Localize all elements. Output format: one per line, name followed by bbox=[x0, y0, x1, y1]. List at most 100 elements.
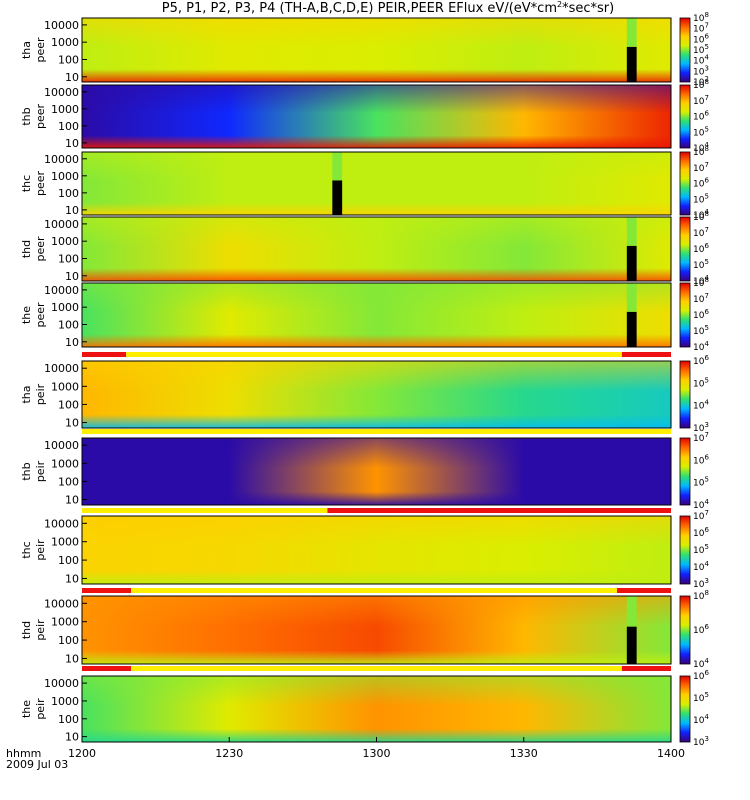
y-tick-label: 1000 bbox=[51, 36, 79, 49]
y-tick-label: 10000 bbox=[44, 597, 79, 610]
y-tick-label: 1000 bbox=[51, 103, 79, 116]
panel-label: thc bbox=[20, 175, 33, 192]
colorbar bbox=[679, 216, 691, 282]
colorbar-label: 106 bbox=[693, 623, 709, 636]
y-tick-label: 1000 bbox=[51, 695, 79, 708]
panel-label: thd bbox=[20, 621, 33, 639]
panel-thc-peir: 10 100 1000 10000 thc peir 103 104 105 106 107 bbox=[20, 509, 709, 590]
colorbar-label: 105 bbox=[693, 258, 709, 271]
energy-shading bbox=[82, 438, 671, 505]
y-tick-label: 100 bbox=[58, 252, 79, 265]
flag-segment bbox=[327, 508, 671, 513]
panel-frame bbox=[81, 595, 672, 665]
y-tick-label: 10 bbox=[65, 572, 79, 585]
colorbar-label: 104 bbox=[693, 274, 709, 287]
colorbar-label: 104 bbox=[693, 399, 709, 412]
data-gap bbox=[626, 626, 637, 664]
y-tick-label: 100 bbox=[58, 554, 79, 567]
colorbar bbox=[679, 282, 691, 348]
colorbar-label: 104 bbox=[693, 340, 709, 353]
panel-frame bbox=[81, 360, 672, 429]
energy-shading bbox=[82, 283, 671, 347]
panel-thb-peer: 10 100 1000 10000 thb peer 104 105 106 107 108 bbox=[20, 78, 709, 154]
panel-label: thb bbox=[20, 462, 33, 480]
data-gap-cap bbox=[332, 152, 343, 181]
flag-bar-thd-peir bbox=[82, 588, 671, 593]
y-tick-label: 1000 bbox=[51, 301, 79, 314]
panel-tha-peir: 10 100 1000 10000 tha peir 103 104 105 106 bbox=[20, 354, 709, 434]
data-gap bbox=[626, 245, 637, 281]
y-tick-label: 1000 bbox=[51, 457, 79, 470]
y-tick-label: 10 bbox=[65, 336, 79, 349]
colorbar-label: 106 bbox=[693, 110, 709, 123]
colorbar-label: 108 bbox=[693, 276, 709, 289]
panel-frame bbox=[81, 437, 672, 506]
y-tick-label: 10000 bbox=[44, 439, 79, 452]
panel-label: tha bbox=[20, 41, 33, 59]
panel-frame bbox=[81, 282, 672, 348]
x-axis-label: hhmm bbox=[6, 747, 41, 760]
colorbar-label: 103 bbox=[693, 421, 709, 434]
colorbar-label: 108 bbox=[693, 210, 709, 223]
colorbar-label: 102 bbox=[693, 75, 709, 88]
panel-label: peer bbox=[34, 302, 47, 328]
flag-segment bbox=[617, 588, 671, 593]
x-tick-label: 1400 bbox=[657, 747, 685, 760]
colorbar-label: 103 bbox=[693, 735, 709, 748]
y-tick-label: 1000 bbox=[51, 235, 79, 248]
colorbar-label: 107 bbox=[693, 22, 709, 35]
y-tick-label: 100 bbox=[58, 634, 79, 647]
y-tick-label: 1000 bbox=[51, 380, 79, 393]
colorbar-label: 104 bbox=[693, 713, 709, 726]
flag-segment bbox=[82, 666, 132, 671]
y-tick-label: 10 bbox=[65, 417, 79, 430]
panel-thc-peer: 10 100 1000 10000 thc peer 104 105 106 107 108 bbox=[20, 145, 709, 221]
panel-frame bbox=[81, 151, 672, 216]
panel-thd-peir: 10 100 1000 10000 thd peir 104 106 108 bbox=[20, 589, 709, 670]
data-gap bbox=[626, 311, 637, 347]
data-gap-cap bbox=[626, 217, 637, 246]
colorbar-label: 105 bbox=[693, 125, 709, 138]
panel-label: the bbox=[20, 306, 33, 324]
panel-label: the bbox=[20, 700, 33, 718]
panel-thb-peir: 10 100 1000 10000 thb peir 104 105 106 107 bbox=[20, 431, 709, 511]
colorbar-label: 105 bbox=[693, 543, 709, 556]
x-axis: 1200 1230 1300 1330 1400 bbox=[68, 737, 685, 760]
colorbar-label: 105 bbox=[693, 476, 709, 489]
colorbar-label: 103 bbox=[693, 577, 709, 590]
flag-segment bbox=[82, 352, 127, 357]
flag-segment bbox=[131, 666, 622, 671]
flag-bar-tha-peir bbox=[82, 352, 671, 357]
colorbar-label: 108 bbox=[693, 589, 709, 602]
y-tick-label: 10 bbox=[65, 204, 79, 217]
panel-label: thd bbox=[20, 240, 33, 258]
y-tick-label: 100 bbox=[58, 318, 79, 331]
y-tick-label: 100 bbox=[58, 120, 79, 133]
colorbar bbox=[679, 675, 691, 743]
colorbar-label: 107 bbox=[693, 94, 709, 107]
panel-label: tha bbox=[20, 385, 33, 403]
panel-label: peir bbox=[34, 383, 47, 405]
colorbar bbox=[679, 595, 691, 665]
y-tick-label: 10000 bbox=[44, 86, 79, 99]
colorbar-label: 104 bbox=[693, 208, 709, 221]
panel-frame bbox=[81, 84, 672, 149]
colorbar-label: 106 bbox=[693, 32, 709, 45]
y-tick-label: 100 bbox=[58, 187, 79, 200]
y-tick-label: 100 bbox=[58, 398, 79, 411]
x-tick-label: 1300 bbox=[363, 747, 391, 760]
flag-segment bbox=[131, 588, 618, 593]
flag-segment bbox=[621, 666, 671, 671]
colorbar-label: 105 bbox=[693, 376, 709, 389]
energy-shading bbox=[82, 676, 671, 742]
panel-label: peer bbox=[34, 236, 47, 262]
y-tick-label: 100 bbox=[58, 53, 79, 66]
colorbar-label: 103 bbox=[693, 64, 709, 77]
colorbar-label: 105 bbox=[693, 324, 709, 337]
y-tick-label: 10000 bbox=[44, 218, 79, 231]
energy-shading bbox=[82, 85, 671, 148]
panel-label: peir bbox=[34, 460, 47, 482]
data-gap bbox=[626, 46, 637, 82]
